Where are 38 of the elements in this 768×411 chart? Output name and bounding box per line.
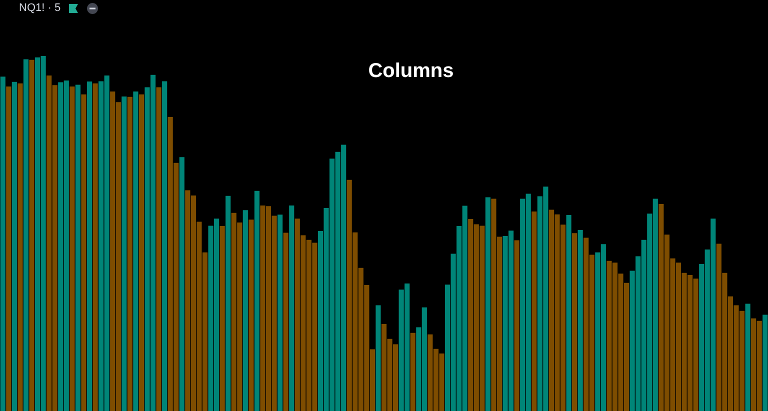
bar xyxy=(162,81,168,411)
bar xyxy=(156,87,162,411)
bar xyxy=(376,305,381,411)
bar xyxy=(220,226,225,411)
bar xyxy=(127,96,132,411)
bar xyxy=(283,232,288,411)
bar xyxy=(18,83,23,411)
bar xyxy=(578,230,583,411)
bar xyxy=(514,240,520,411)
bar xyxy=(745,304,750,411)
bar xyxy=(6,86,12,411)
bar xyxy=(0,76,6,411)
bar xyxy=(179,157,184,411)
bar xyxy=(23,59,29,411)
bar xyxy=(122,96,127,411)
bar xyxy=(485,197,490,411)
bar xyxy=(81,94,86,411)
bar xyxy=(242,210,248,411)
chart-title: Columns xyxy=(368,59,454,83)
bar xyxy=(762,314,768,411)
bar xyxy=(86,82,92,411)
bar xyxy=(254,190,260,411)
bar xyxy=(133,92,138,411)
bar xyxy=(226,196,231,411)
bar xyxy=(70,86,75,411)
bar xyxy=(278,214,283,411)
chart-subtitle: NQ1! · 5 xyxy=(19,1,61,15)
bar xyxy=(532,211,537,411)
bar xyxy=(75,84,80,411)
bar xyxy=(248,220,254,411)
bar xyxy=(566,215,572,411)
bar xyxy=(572,233,578,411)
bar xyxy=(29,60,34,411)
bar xyxy=(289,205,294,411)
bar xyxy=(410,332,416,411)
bar xyxy=(138,94,144,411)
bar xyxy=(12,82,17,411)
bar xyxy=(92,83,98,411)
